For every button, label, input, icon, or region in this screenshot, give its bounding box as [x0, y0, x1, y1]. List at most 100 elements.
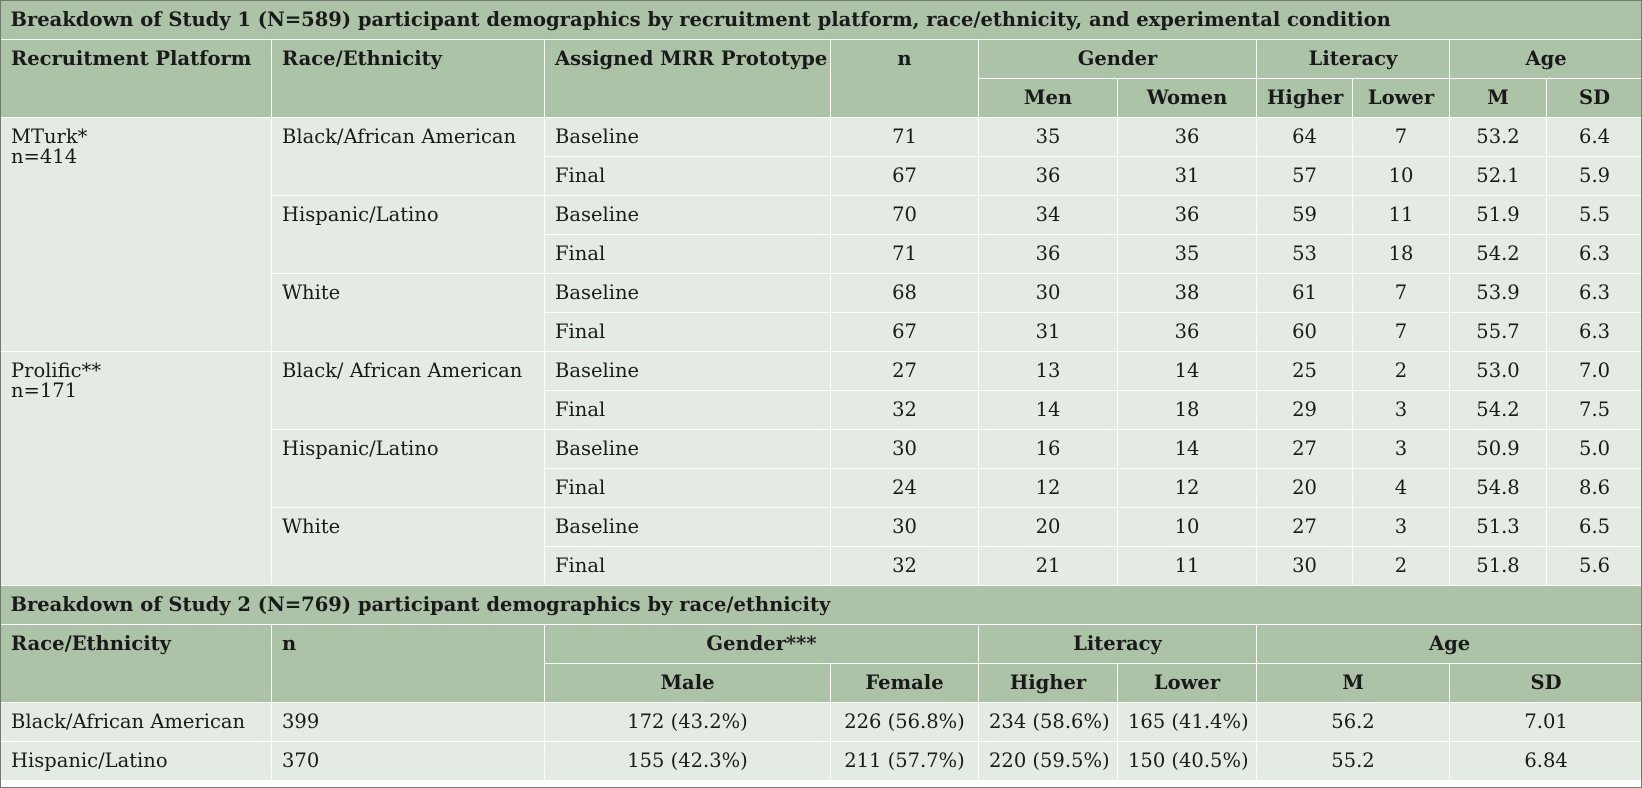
prototype-cell: Final	[544, 468, 831, 508]
men-cell: 16	[978, 429, 1118, 469]
age-m-cell: 55.7	[1449, 312, 1547, 352]
women-cell: 38	[1117, 273, 1257, 313]
header-women: Women	[1117, 78, 1257, 118]
header-gender: Gender	[978, 39, 1257, 79]
header-female: Female	[830, 663, 979, 703]
women-cell: 11	[1117, 546, 1257, 586]
n-cell: 27	[830, 351, 979, 391]
higher-cell: 57	[1256, 156, 1353, 196]
female-cell: 226 (56.8%)	[830, 702, 979, 742]
higher-cell: 59	[1256, 195, 1353, 235]
men-cell: 20	[978, 507, 1118, 547]
study1-subheader-row: Men Women Higher Lower M SD	[1, 78, 1642, 118]
higher-cell: 20	[1256, 468, 1353, 508]
table-row: Prolific** n=171 Black/ African American …	[0, 351, 1642, 586]
age-m-cell: 54.8	[1449, 468, 1547, 508]
higher-cell: 25	[1256, 351, 1353, 391]
prototype-cell: Baseline	[544, 117, 831, 157]
lower-cell: 2	[1352, 351, 1450, 391]
higher-cell: 61	[1256, 273, 1353, 313]
race-cell: White	[271, 507, 545, 586]
lower-cell: 18	[1352, 234, 1450, 274]
table-row: White Baseline 30 20 10 27 3 51.3 6.5	[1, 507, 1642, 586]
n-cell: 71	[830, 117, 979, 157]
n-cell: 70	[830, 195, 979, 235]
n-cell: 71	[830, 234, 979, 274]
age-m-cell: 51.9	[1449, 195, 1547, 235]
higher-cell: 27	[1256, 507, 1353, 547]
women-cell: 36	[1117, 117, 1257, 157]
age-m-cell: 53.2	[1449, 117, 1547, 157]
platform-count: n=171	[11, 379, 78, 402]
table-row: Final 67 31 36 60 7 55.7 6.3	[1, 312, 1642, 352]
table-row: White Baseline 68 30 38 61 7 53.9 6.3	[1, 273, 1642, 352]
age-sd-cell: 5.9	[1545, 156, 1642, 196]
male-cell: 155 (42.3%)	[544, 741, 831, 781]
study2-title-row: Breakdown of Study 2 (N=769) participant…	[0, 585, 1642, 625]
age-m-cell: 52.1	[1449, 156, 1547, 196]
lower-cell: 150 (40.5%)	[1117, 741, 1257, 781]
n-cell: 32	[830, 546, 979, 586]
men-cell: 13	[978, 351, 1118, 391]
higher-cell: 64	[1256, 117, 1353, 157]
study2-subheader-row: Male Female Higher Lower M SD	[1, 663, 1642, 703]
table-row: Final 32 21 11 30 2 51.8 5.6	[1, 546, 1642, 586]
age-sd-cell: 7.0	[1545, 351, 1642, 391]
n-cell: 67	[830, 156, 979, 196]
women-cell: 35	[1117, 234, 1257, 274]
header-n: n	[271, 624, 545, 703]
prototype-cell: Baseline	[544, 351, 831, 391]
higher-cell: 53	[1256, 234, 1353, 274]
study1-title: Breakdown of Study 1 (N=589) participant…	[0, 0, 1642, 40]
header-race-ethnicity: Race/Ethnicity	[271, 39, 545, 118]
platform-cell: MTurk* n=414	[0, 117, 272, 352]
age-m-cell: 56.2	[1256, 702, 1450, 742]
age-m-cell: 53.0	[1449, 351, 1547, 391]
race-cell: Hispanic/Latino	[271, 429, 545, 508]
female-cell: 211 (57.7%)	[830, 741, 979, 781]
age-sd-cell: 6.3	[1545, 312, 1642, 352]
header-assigned-prototype: Assigned MRR Prototype	[544, 39, 831, 118]
header-sd: SD	[1448, 663, 1642, 703]
platform-name: MTurk*	[11, 125, 88, 148]
header-age: Age	[1255, 624, 1642, 664]
prototype-cell: Baseline	[544, 273, 831, 313]
age-m-cell: 51.8	[1449, 546, 1547, 586]
n-cell: 399	[271, 702, 545, 742]
header-gender: Gender***	[544, 624, 979, 664]
men-cell: 36	[978, 234, 1118, 274]
age-sd-cell: 6.3	[1545, 234, 1642, 274]
prototype-cell: Final	[544, 234, 831, 274]
age-m-cell: 53.9	[1449, 273, 1547, 313]
prototype-cell: Baseline	[544, 429, 831, 469]
header-literacy: Literacy	[1256, 39, 1450, 79]
men-cell: 35	[978, 117, 1118, 157]
header-race-ethnicity: Race/Ethnicity	[0, 624, 272, 703]
age-sd-cell: 7.01	[1448, 702, 1642, 742]
header-age: Age	[1448, 39, 1642, 79]
prototype-cell: Final	[544, 156, 831, 196]
age-sd-cell: 5.0	[1545, 429, 1642, 469]
higher-cell: 220 (59.5%)	[978, 741, 1118, 781]
women-cell: 31	[1117, 156, 1257, 196]
women-cell: 36	[1117, 195, 1257, 235]
higher-cell: 60	[1256, 312, 1353, 352]
men-cell: 36	[978, 156, 1118, 196]
header-m: M	[1256, 663, 1450, 703]
table-row: Final 32 14 18 29 3 54.2 7.5	[1, 390, 1642, 430]
n-cell: 67	[830, 312, 979, 352]
lower-cell: 7	[1352, 117, 1450, 157]
prototype-cell: Baseline	[544, 195, 831, 235]
age-sd-cell: 6.84	[1448, 741, 1642, 781]
study2-title: Breakdown of Study 2 (N=769) participant…	[0, 585, 1642, 625]
age-sd-cell: 5.6	[1545, 546, 1642, 586]
men-cell: 21	[978, 546, 1118, 586]
race-cell: Hispanic/Latino	[0, 741, 272, 781]
platform-name: Prolific**	[11, 359, 102, 382]
age-sd-cell: 6.4	[1545, 117, 1642, 157]
men-cell: 14	[978, 390, 1118, 430]
platform-cell: Prolific** n=171	[0, 351, 272, 586]
study1-header-row: Recruitment Platform Race/Ethnicity Assi…	[0, 39, 1642, 118]
